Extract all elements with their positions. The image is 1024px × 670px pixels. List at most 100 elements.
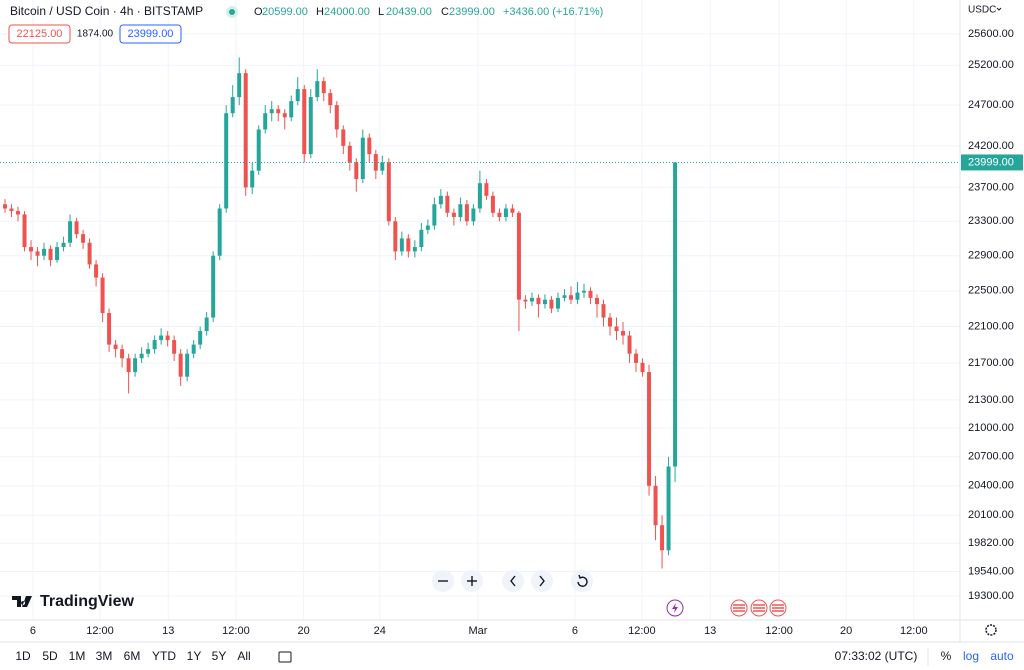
- candle-body: [146, 349, 151, 354]
- candle-body: [386, 162, 391, 222]
- candle-body: [458, 204, 463, 218]
- candle-body: [464, 204, 469, 222]
- log-toggle[interactable]: log: [963, 649, 979, 663]
- range-button[interactable]: 5Y: [212, 649, 227, 663]
- candle-body: [243, 73, 248, 188]
- scroll-left-icon: [510, 575, 516, 587]
- candle-body: [380, 162, 385, 171]
- candle-body: [113, 344, 118, 350]
- scroll-left[interactable]: [502, 570, 524, 592]
- x-tick-label: 6: [572, 625, 578, 637]
- candle-body: [55, 247, 60, 261]
- candle-body: [165, 335, 170, 341]
- candle-body: [549, 299, 554, 309]
- y-tick-label: 23700.00: [968, 181, 1014, 193]
- candle-body: [529, 297, 534, 302]
- ohlc-key: C: [441, 6, 449, 18]
- flag-stripes: [733, 604, 784, 612]
- logo-text: TradingView: [40, 593, 135, 610]
- candle-body: [204, 317, 209, 332]
- range-button[interactable]: 1M: [69, 649, 86, 663]
- candle-body: [276, 109, 281, 114]
- scroll-right[interactable]: [531, 570, 553, 592]
- y-tick-label: 24700.00: [968, 99, 1014, 111]
- x-tick-label: 12:00: [222, 625, 250, 637]
- candle-body: [425, 225, 430, 230]
- ohlc-value: 23999.00: [449, 6, 495, 18]
- candle-body: [217, 208, 222, 256]
- candle-body: [360, 137, 365, 180]
- candle-body: [412, 247, 417, 252]
- currency[interactable]: USDC: [968, 5, 996, 16]
- logo-mark: [12, 596, 32, 607]
- bid-box[interactable]: [8, 24, 71, 44]
- range-button[interactable]: 6M: [124, 649, 141, 663]
- candle-body: [237, 73, 242, 98]
- x-tick-label: 13: [704, 625, 716, 637]
- candle-body: [640, 362, 645, 373]
- ask: 23999.00: [128, 28, 174, 40]
- candle-body: [178, 353, 183, 377]
- ohlc-value: 20439.00: [386, 6, 432, 18]
- candle-body: [94, 264, 99, 278]
- candle-body: [328, 93, 333, 106]
- candle-body: [295, 89, 300, 102]
- candle-body: [445, 195, 450, 213]
- candle-body: [608, 317, 613, 327]
- y-tick-label: 22500.00: [968, 285, 1014, 297]
- candle-body: [490, 195, 495, 213]
- candle-body: [29, 247, 34, 252]
- candle-body: [614, 326, 619, 332]
- candle-body: [484, 183, 489, 196]
- x-tick-label: 13: [162, 625, 174, 637]
- date-range-icon[interactable]: [278, 651, 292, 663]
- events: [666, 599, 787, 617]
- percent-toggle[interactable]: %: [941, 649, 952, 663]
- auto-toggle[interactable]: auto: [990, 649, 1014, 663]
- y-tick-label: 21000.00: [968, 422, 1014, 434]
- range-button[interactable]: 5D: [42, 649, 58, 663]
- y-tick-label: 20100.00: [968, 509, 1014, 521]
- candle-body: [634, 353, 639, 363]
- candle-body: [497, 212, 502, 218]
- reset[interactable]: [571, 570, 593, 592]
- clock: 07:33:02 (UTC): [835, 649, 918, 663]
- event-icon-glyph: [672, 603, 678, 613]
- candle-body: [393, 221, 398, 252]
- range-button[interactable]: 1D: [15, 649, 31, 663]
- candle-body: [399, 238, 404, 252]
- y-tick-label: 25600.00: [968, 28, 1014, 40]
- candle-body: [126, 358, 131, 373]
- candle-body: [647, 372, 652, 486]
- candle-body: [100, 277, 105, 314]
- range-button[interactable]: 1Y: [187, 649, 202, 663]
- range-button[interactable]: All: [237, 649, 250, 663]
- ask-box[interactable]: [119, 24, 182, 44]
- candle-body: [516, 212, 521, 300]
- y-tick-label: 21300.00: [968, 394, 1014, 406]
- x-tick-label: 20: [297, 625, 309, 637]
- candle-body: [269, 109, 274, 114]
- x-tick-label: 20: [840, 625, 852, 637]
- candle-body: [3, 204, 8, 209]
- ohlc-key: L: [378, 6, 384, 18]
- y-tick-label: 22900.00: [968, 250, 1014, 262]
- candle-body: [282, 113, 287, 118]
- x-tick-label: 12:00: [628, 625, 656, 637]
- x-tick-label: 6: [30, 625, 36, 637]
- y-tick-label: 23300.00: [968, 215, 1014, 227]
- candle-body: [438, 195, 443, 205]
- candle-body: [61, 242, 66, 248]
- range-button[interactable]: 3M: [96, 649, 113, 663]
- y-tick-label: 19820.00: [968, 537, 1014, 549]
- symbol-title[interactable]: Bitcoin / USD Coin · 4h · BITSTAMP: [10, 4, 203, 18]
- y-tick-label: 20700.00: [968, 451, 1014, 463]
- range-button[interactable]: YTD: [152, 649, 176, 663]
- logo: TradingView: [12, 593, 135, 610]
- axes: 25600.00 25200.00 24700.00 24200.00 23700.00…: [0, 28, 1023, 637]
- settings[interactable]: [985, 624, 997, 636]
- candle-body: [152, 340, 157, 350]
- candle-body: [68, 221, 73, 243]
- candle-body: [107, 313, 112, 345]
